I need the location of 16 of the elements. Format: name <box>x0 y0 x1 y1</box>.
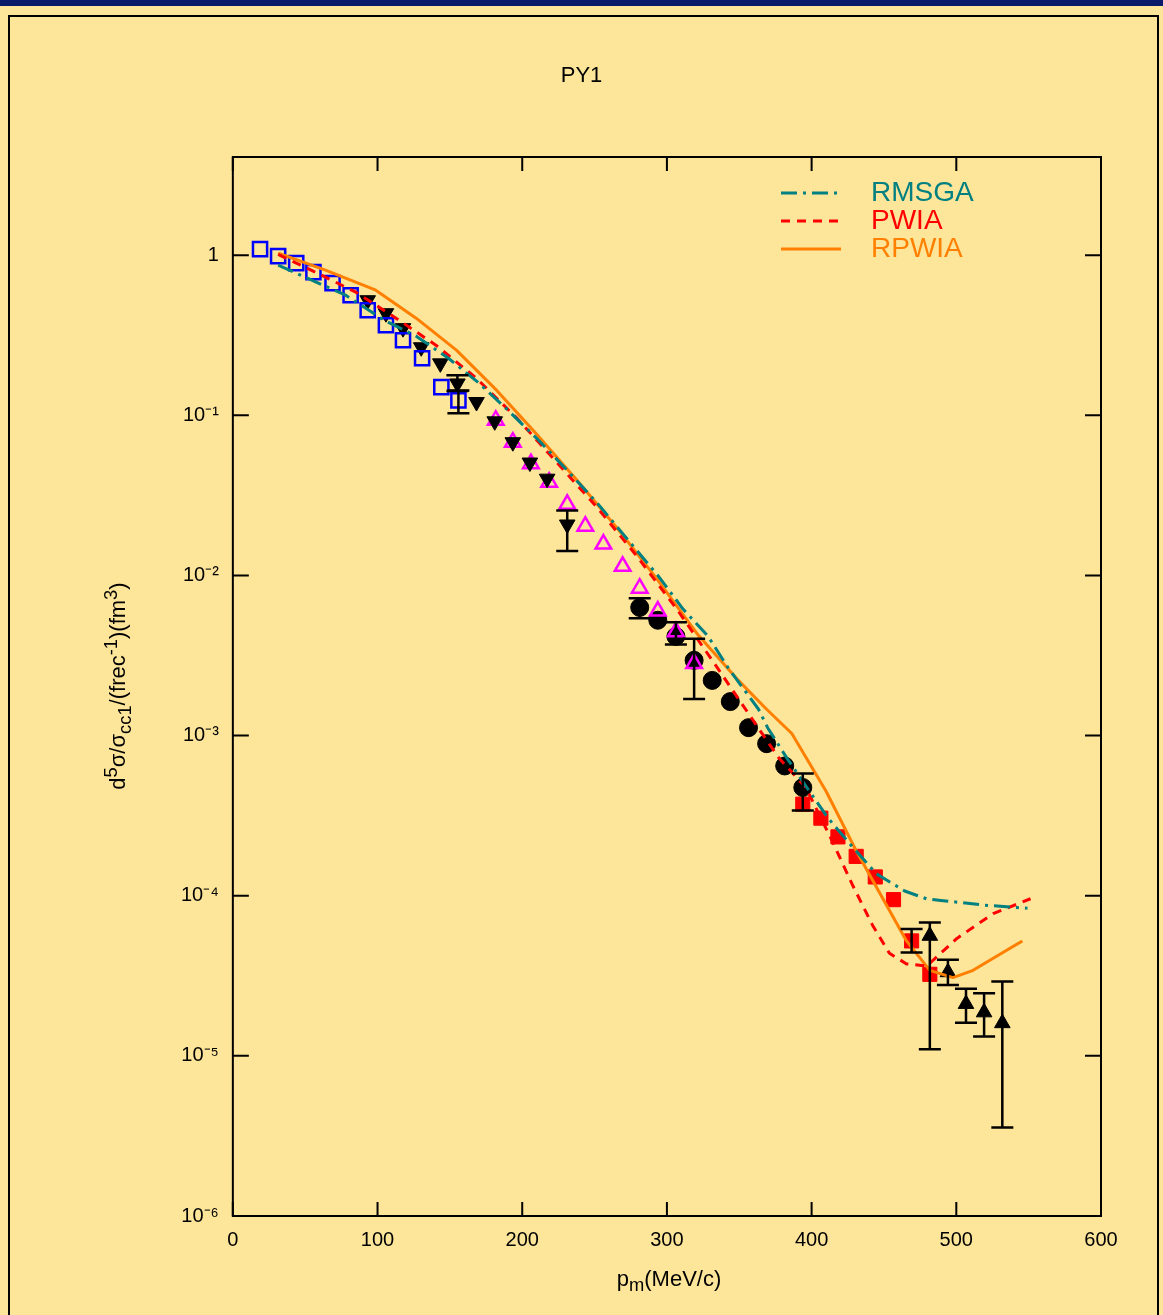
y-tick-label: 10⁻¹ <box>182 402 220 425</box>
x-tick-label: 0 <box>227 1227 239 1250</box>
x-tick-label: 400 <box>794 1227 829 1250</box>
x-tick-label: 600 <box>1084 1227 1118 1250</box>
x-tick-label: 500 <box>939 1227 973 1250</box>
x-tick-label: 300 <box>650 1227 684 1250</box>
y-tick-label: 10⁻⁵ <box>181 1043 219 1066</box>
x-axis-title: p$_{m}$(MeV/c) <box>615 1266 723 1297</box>
y-tick-label: 10⁻⁶ <box>181 1203 219 1226</box>
y-tick-label: 10⁻² <box>182 562 220 585</box>
x-tick-label: 200 <box>505 1227 539 1250</box>
y-tick-label: 1 <box>207 242 219 265</box>
chart-title: PY1 <box>559 62 604 88</box>
y-tick-label: 10⁻³ <box>182 723 220 746</box>
x-tick-label: 100 <box>360 1227 395 1250</box>
y-tick-label: 10⁻⁴ <box>181 883 219 906</box>
